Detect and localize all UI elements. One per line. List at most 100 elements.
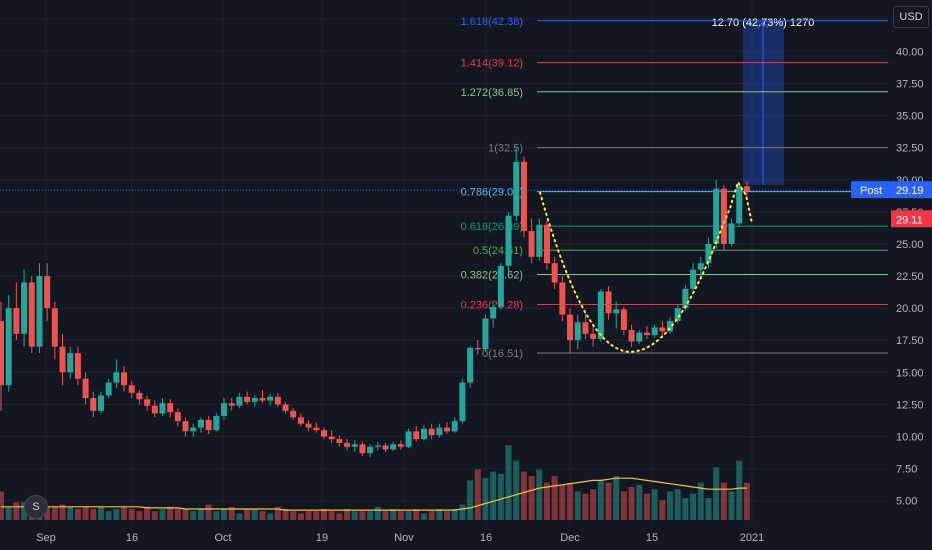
candle[interactable]: [5, 308, 12, 386]
candle[interactable]: [236, 396, 243, 406]
candle[interactable]: [167, 403, 174, 413]
candle[interactable]: [351, 444, 358, 447]
candle[interactable]: [444, 427, 451, 432]
candle[interactable]: [244, 396, 251, 402]
candle[interactable]: [467, 347, 474, 383]
candle[interactable]: [643, 332, 650, 336]
candle[interactable]: [128, 385, 135, 393]
candle[interactable]: [697, 263, 704, 270]
candle[interactable]: [497, 265, 504, 307]
candle[interactable]: [67, 353, 74, 373]
candle[interactable]: [121, 372, 128, 386]
indicator-badge[interactable]: S: [24, 495, 48, 519]
candle[interactable]: [543, 224, 550, 264]
candle[interactable]: [405, 431, 412, 447]
candle[interactable]: [628, 329, 635, 342]
candle[interactable]: [359, 444, 366, 454]
candle[interactable]: [251, 398, 258, 402]
candle[interactable]: [313, 427, 320, 431]
candle[interactable]: [190, 427, 197, 432]
candle[interactable]: [90, 398, 97, 411]
candle[interactable]: [344, 442, 351, 447]
candle[interactable]: [305, 423, 312, 428]
candle[interactable]: [105, 382, 112, 396]
candle[interactable]: [159, 403, 166, 414]
candle[interactable]: [574, 322, 581, 341]
candle[interactable]: [490, 306, 497, 319]
candle[interactable]: [451, 421, 458, 432]
candle[interactable]: [136, 392, 143, 400]
candle[interactable]: [113, 372, 120, 383]
candle[interactable]: [551, 263, 558, 283]
candle[interactable]: [720, 188, 727, 244]
candle[interactable]: [97, 395, 104, 411]
candle[interactable]: [536, 224, 543, 257]
candle[interactable]: [0, 320, 4, 386]
candle[interactable]: [620, 309, 627, 330]
candle[interactable]: [513, 161, 520, 216]
candle[interactable]: [728, 223, 735, 244]
candle[interactable]: [736, 186, 743, 224]
candle[interactable]: [613, 309, 620, 314]
candle[interactable]: [674, 308, 681, 321]
candle[interactable]: [397, 444, 404, 447]
candle[interactable]: [28, 282, 35, 347]
candle[interactable]: [590, 333, 597, 339]
candle[interactable]: [36, 276, 43, 347]
candle[interactable]: [528, 231, 535, 257]
candle[interactable]: [597, 291, 604, 339]
candle[interactable]: [413, 431, 420, 440]
candle[interactable]: [667, 320, 674, 332]
candle[interactable]: [382, 445, 389, 450]
candle[interactable]: [21, 282, 28, 334]
candle[interactable]: [297, 417, 304, 424]
candle[interactable]: [482, 318, 489, 350]
candle[interactable]: [259, 398, 266, 401]
candle[interactable]: [390, 444, 397, 450]
candle[interactable]: [320, 430, 327, 437]
candle[interactable]: [659, 327, 666, 332]
candle[interactable]: [228, 403, 235, 406]
candle[interactable]: [420, 428, 427, 440]
candle[interactable]: [44, 276, 51, 309]
candle[interactable]: [474, 347, 481, 350]
candle[interactable]: [336, 439, 343, 443]
candle[interactable]: [582, 322, 589, 334]
candle[interactable]: [274, 396, 281, 405]
candle[interactable]: [374, 445, 381, 447]
candle[interactable]: [605, 291, 612, 314]
candle[interactable]: [82, 378, 89, 399]
candle[interactable]: [267, 396, 274, 401]
candle[interactable]: [282, 404, 289, 411]
candle[interactable]: [205, 419, 212, 431]
candle[interactable]: [221, 403, 228, 416]
candle[interactable]: [144, 399, 151, 406]
candle[interactable]: [690, 269, 697, 289]
candle[interactable]: [182, 421, 189, 432]
candle[interactable]: [505, 215, 512, 266]
candle[interactable]: [51, 308, 58, 347]
candle[interactable]: [651, 327, 658, 336]
candle[interactable]: [213, 416, 220, 431]
currency-selector[interactable]: USD: [893, 6, 929, 28]
candle[interactable]: [74, 353, 81, 379]
candle[interactable]: [151, 405, 158, 414]
candle[interactable]: [367, 446, 374, 454]
candle[interactable]: [559, 282, 566, 315]
candle[interactable]: [174, 412, 181, 422]
candle[interactable]: [459, 382, 466, 422]
candle[interactable]: [428, 428, 435, 436]
candle[interactable]: [705, 243, 712, 264]
candle[interactable]: [713, 188, 720, 244]
candle[interactable]: [682, 288, 689, 309]
candle[interactable]: [743, 186, 750, 192]
candle[interactable]: [197, 419, 204, 428]
candle[interactable]: [436, 427, 443, 436]
candle[interactable]: [13, 308, 20, 334]
candle[interactable]: [520, 161, 527, 232]
candle[interactable]: [636, 332, 643, 342]
candle[interactable]: [328, 436, 335, 440]
candle[interactable]: [290, 410, 297, 418]
